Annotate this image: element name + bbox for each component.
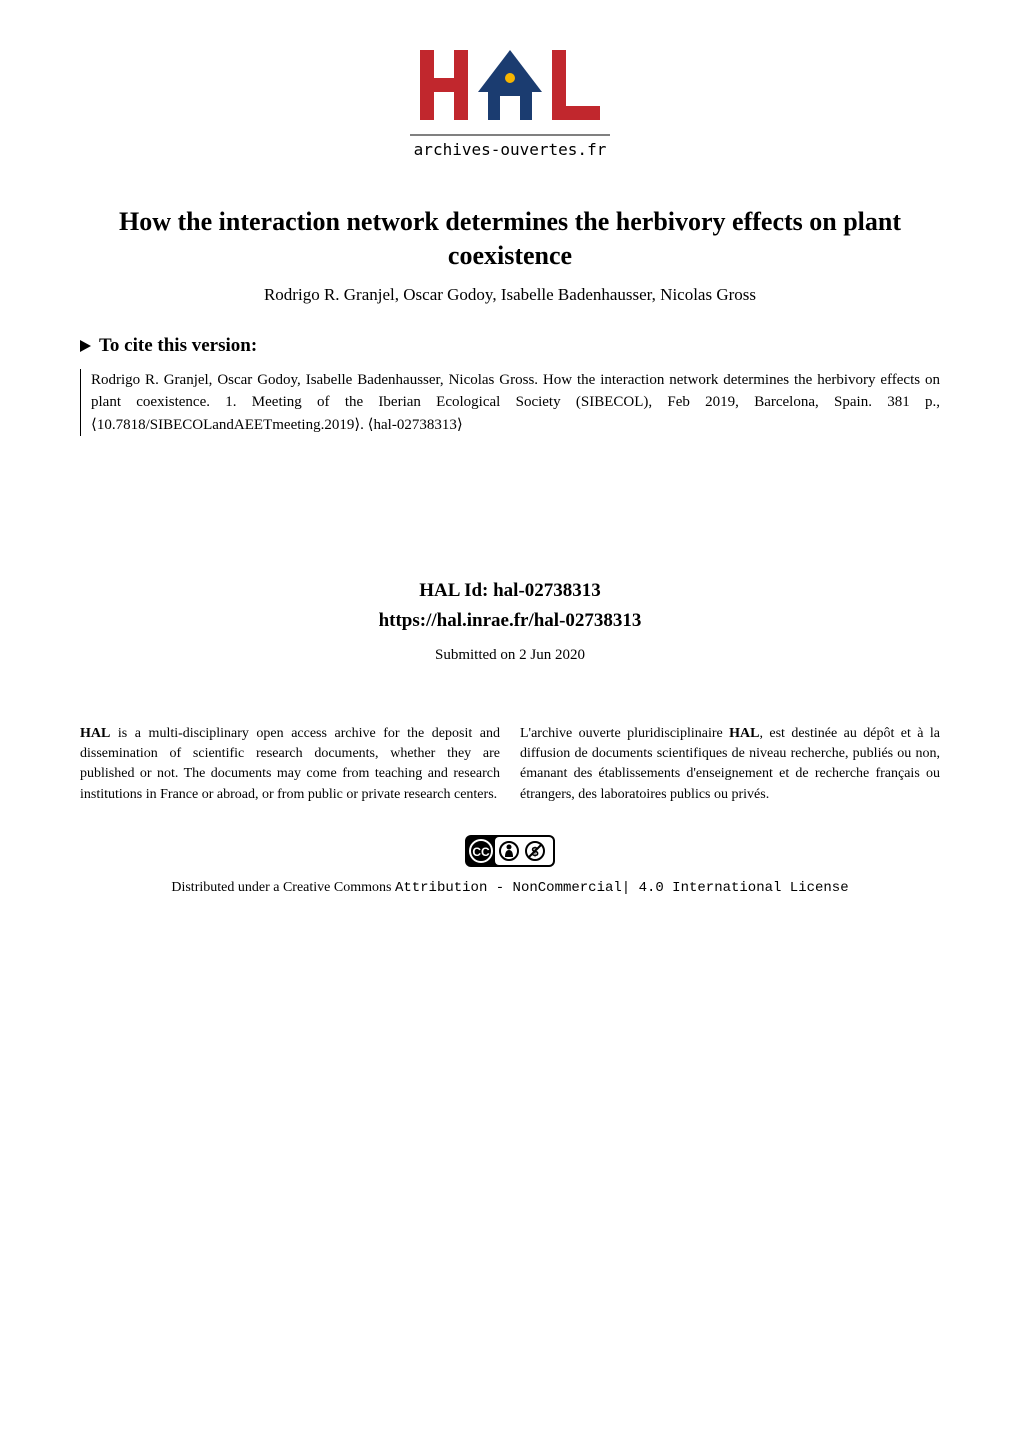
hal-logo: archives-ouvertes.fr xyxy=(400,40,620,170)
hal-logo-container: archives-ouvertes.fr xyxy=(80,40,940,175)
license-prefix: Distributed under a Creative Commons xyxy=(171,880,395,895)
license-text: Distributed under a Creative Commons Att… xyxy=(80,878,940,899)
description-columns: HAL is a multi-disciplinary open access … xyxy=(80,724,940,805)
triangle-icon xyxy=(80,340,91,352)
logo-subtitle: archives-ouvertes.fr xyxy=(414,140,607,159)
license-link[interactable]: Attribution - NonCommercial| 4.0 Interna… xyxy=(395,880,849,896)
paper-authors: Rodrigo R. Granjel, Oscar Godoy, Isabell… xyxy=(80,285,940,305)
cite-heading-text: To cite this version: xyxy=(99,335,257,357)
hal-url[interactable]: https://hal.inrae.fr/hal-02738313 xyxy=(80,606,940,636)
title-section: How the interaction network determines t… xyxy=(80,205,940,305)
left-col-bold: HAL xyxy=(80,726,110,741)
cite-section: To cite this version: Rodrigo R. Granjel… xyxy=(80,335,940,437)
submitted-date: Submitted on 2 Jun 2020 xyxy=(80,647,940,664)
svg-text:CC: CC xyxy=(472,845,490,859)
license-section: CC $ Distributed under a Creative Common… xyxy=(80,835,940,899)
cite-body: Rodrigo R. Granjel, Oscar Godoy, Isabell… xyxy=(80,369,940,437)
hal-id-section: HAL Id: hal-02738313 https://hal.inrae.f… xyxy=(80,576,940,637)
cc-logo-icon: CC $ xyxy=(465,835,555,867)
right-col-bold: HAL xyxy=(729,726,759,741)
left-column: HAL is a multi-disciplinary open access … xyxy=(80,724,500,805)
hal-id: HAL Id: hal-02738313 xyxy=(80,576,940,606)
right-column: L'archive ouverte pluridisciplinaire HAL… xyxy=(520,724,940,805)
left-col-text: is a multi-disciplinary open access arch… xyxy=(80,726,500,802)
cite-heading: To cite this version: xyxy=(80,335,940,357)
cc-logo-container: CC $ xyxy=(80,835,940,872)
paper-title: How the interaction network determines t… xyxy=(80,205,940,273)
right-col-prefix: L'archive ouverte pluridisciplinaire xyxy=(520,726,729,741)
